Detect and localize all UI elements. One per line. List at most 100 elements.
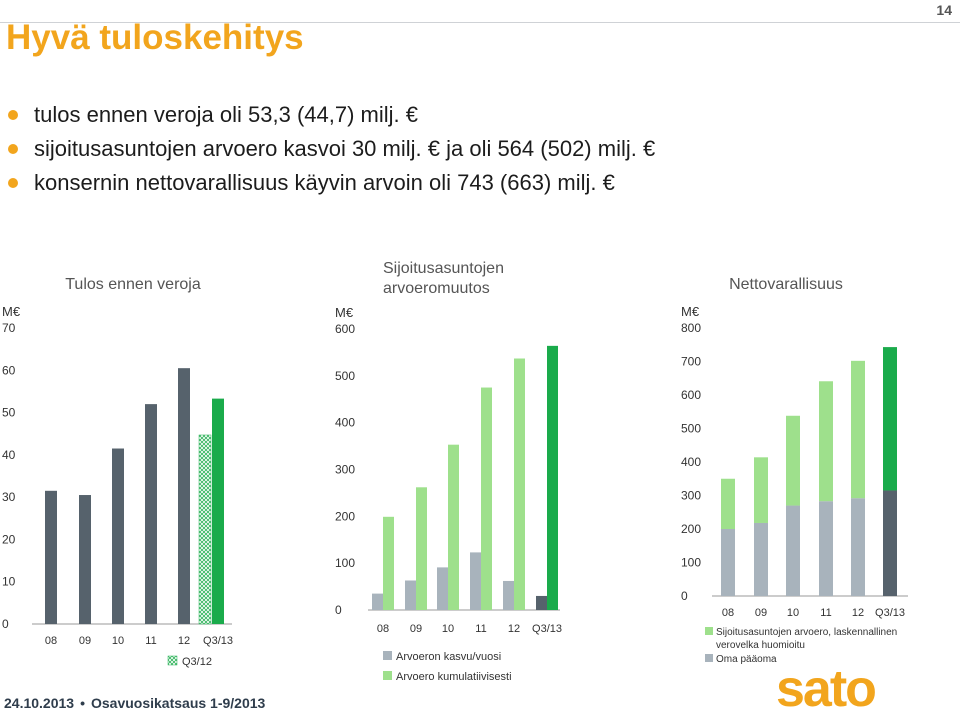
- bullet-dot-icon: [8, 178, 18, 188]
- y-tick-label: 100: [681, 556, 701, 570]
- bullet-item: konsernin nettovarallisuus käyvin arvoin…: [8, 168, 655, 202]
- x-tick-label: 10: [112, 635, 124, 647]
- x-tick-label: 09: [410, 623, 422, 635]
- y-tick-label: 400: [681, 455, 701, 469]
- x-tick-label: Q3/13: [875, 607, 905, 619]
- svg-text:sato: sato: [776, 664, 875, 712]
- y-tick-label: 300: [335, 463, 355, 477]
- bullet-text: sijoitusasuntojen arvoero kasvoi 30 milj…: [34, 136, 656, 161]
- y-tick-label: 60: [2, 363, 16, 377]
- x-tick-label: 08: [45, 635, 57, 647]
- bullet-text: konsernin nettovarallisuus käyvin arvoin…: [34, 170, 615, 195]
- bar: [851, 498, 865, 596]
- bar-hatched: [198, 434, 212, 625]
- bar: [883, 490, 897, 596]
- legend-swatch: [705, 654, 713, 662]
- y-tick-label: 0: [681, 589, 688, 603]
- x-tick-label: 11: [475, 623, 486, 635]
- bar: [470, 552, 481, 610]
- x-tick-label: 12: [852, 607, 864, 619]
- bullet-dot-icon: [8, 110, 18, 120]
- y-tick-label: 10: [2, 575, 16, 589]
- bar: [437, 567, 448, 610]
- legend-label: Arvoeron kasvu/vuosi: [396, 651, 501, 663]
- legend-label: Arvoero kumulatiivisesti: [396, 671, 512, 683]
- bar: [112, 448, 124, 624]
- y-tick-label: 0: [335, 603, 342, 617]
- bar: [786, 505, 800, 596]
- footer-date: 24.10.2013: [4, 695, 75, 711]
- legend-label: Sijoitusasuntojen arvoero, laskennalline…: [716, 627, 897, 638]
- y-tick-label: 800: [681, 321, 701, 335]
- y-tick-label: 30: [2, 490, 16, 504]
- bullet-text: tulos ennen veroja oli 53,3 (44,7) milj.…: [34, 102, 418, 127]
- y-tick-label: 200: [681, 522, 701, 536]
- x-tick-label: 12: [178, 635, 190, 647]
- bar: [212, 398, 224, 624]
- bar: [514, 358, 525, 610]
- bullet-item: sijoitusasuntojen arvoero kasvoi 30 milj…: [8, 134, 655, 168]
- chart-title: Sijoitusasuntojen: [383, 260, 504, 277]
- header-rule: [0, 22, 960, 23]
- bar: [178, 368, 190, 624]
- legend-swatch: [383, 651, 392, 660]
- slide-title: Hyvä tuloskehitys: [6, 18, 304, 57]
- bar: [481, 387, 492, 610]
- legend-label: Q3/12: [182, 656, 212, 668]
- bullet-dot-icon: [8, 144, 18, 154]
- y-axis-unit: M€: [335, 305, 354, 320]
- legend-label: Oma pääoma: [716, 654, 777, 665]
- y-tick-label: 400: [335, 416, 355, 430]
- bar: [883, 347, 897, 491]
- y-tick-label: 0: [2, 617, 9, 631]
- chart-title: Nettovarallisuus: [729, 276, 843, 293]
- y-tick-label: 500: [335, 369, 355, 383]
- bullet-item: tulos ennen veroja oli 53,3 (44,7) milj.…: [8, 100, 655, 134]
- x-tick-label: 09: [755, 607, 767, 619]
- y-axis-unit: M€: [681, 304, 700, 319]
- bar: [45, 490, 57, 624]
- y-tick-label: 700: [681, 355, 701, 369]
- bar: [405, 580, 416, 610]
- y-tick-label: 100: [335, 556, 355, 570]
- y-tick-label: 50: [2, 406, 16, 420]
- bar: [754, 522, 768, 596]
- legend-swatch: [167, 655, 178, 666]
- y-tick-label: 70: [2, 321, 16, 335]
- x-tick-label: 10: [787, 607, 799, 619]
- bar: [383, 516, 394, 610]
- legend-label: verovelka huomioitu: [716, 640, 805, 651]
- bar: [721, 529, 735, 596]
- bullet-list: tulos ennen veroja oli 53,3 (44,7) milj.…: [8, 100, 655, 202]
- footer: 24.10.2013 • Osavuosikatsaus 1-9/2013: [4, 695, 265, 711]
- y-tick-label: 600: [681, 388, 701, 402]
- x-tick-label: 11: [145, 635, 156, 647]
- bar: [786, 415, 800, 506]
- bar: [416, 487, 427, 610]
- footer-separator: •: [80, 695, 85, 711]
- footer-report: Osavuosikatsaus 1-9/2013: [90, 695, 266, 711]
- bar: [754, 457, 768, 523]
- bar: [372, 593, 383, 610]
- x-tick-label: Q3/13: [532, 623, 562, 635]
- y-tick-label: 600: [335, 322, 355, 336]
- x-tick-label: 09: [79, 635, 91, 647]
- legend-swatch: [383, 671, 392, 680]
- page-number: 14: [936, 2, 952, 18]
- legend-swatch: [705, 627, 713, 635]
- bar: [536, 595, 547, 610]
- x-tick-label: 08: [377, 623, 389, 635]
- bar: [547, 345, 558, 610]
- y-tick-label: 40: [2, 448, 16, 462]
- y-axis-unit: M€: [2, 304, 21, 319]
- y-tick-label: 300: [681, 489, 701, 503]
- y-tick-label: 20: [2, 532, 16, 546]
- sato-logo: sato: [776, 664, 877, 712]
- chart-title: arvoeromuutos: [383, 280, 490, 297]
- x-tick-label: 12: [508, 623, 520, 635]
- bar: [503, 580, 514, 610]
- bar: [721, 478, 735, 529]
- bar: [819, 501, 833, 596]
- y-tick-label: 200: [335, 509, 355, 523]
